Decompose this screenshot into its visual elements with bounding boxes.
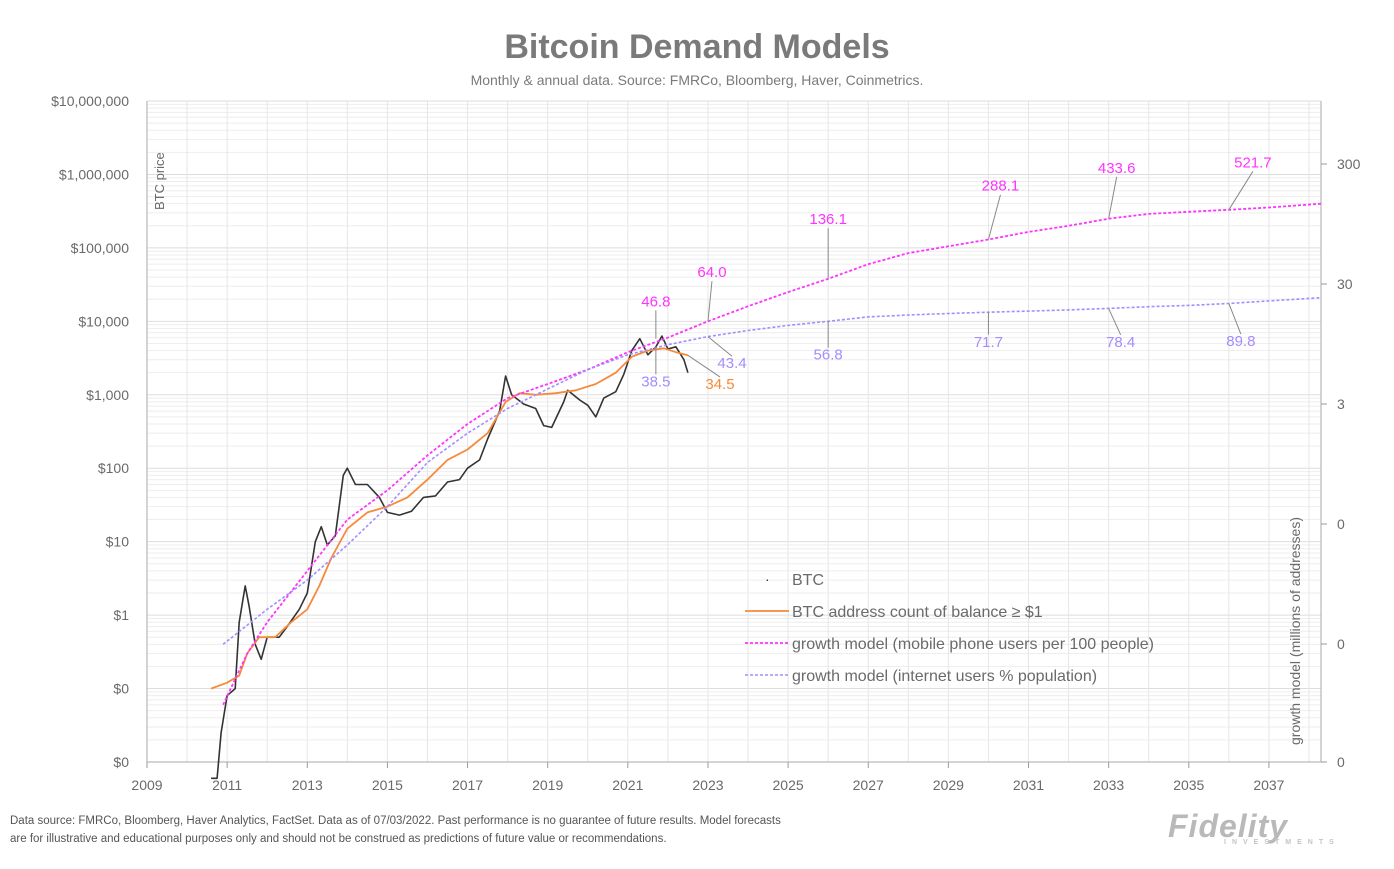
y-left-tick-label: $100,000 <box>71 240 130 256</box>
annotation-label: 56.8 <box>814 347 843 364</box>
x-tick-label: 2021 <box>612 777 643 793</box>
annotation-label: 46.8 <box>641 293 670 310</box>
footnote-line-2: are for illustrative and educational pur… <box>10 833 667 845</box>
y-right-tick-label: 0 <box>1337 754 1345 770</box>
grid <box>146 100 1321 763</box>
legend: · BTC BTC address count of balance ≥ $1 gro… <box>745 571 1154 685</box>
fidelity-logo: Fidelity INVESTMENTS <box>1168 808 1340 846</box>
y-left-tick-label: $10,000 <box>78 313 129 329</box>
y-left-tick-label: $10,000,000 <box>51 93 129 109</box>
annotation-label: 136.1 <box>809 211 847 228</box>
chart-title: Bitcoin Demand Models <box>504 28 890 66</box>
x-tick-label: 2019 <box>532 777 563 793</box>
annotation-leader <box>987 194 1001 240</box>
x-tick-label: 2031 <box>1013 777 1044 793</box>
annotation-label: 288.1 <box>982 178 1020 195</box>
y-left-tick-label: $100 <box>98 460 129 476</box>
internet-growth-model-line <box>222 296 1322 645</box>
address-count-line <box>210 347 689 690</box>
annotation-label: 78.4 <box>1106 334 1135 351</box>
legend-label-internet: growth model (internet users % populatio… <box>792 668 1097 685</box>
x-tick-label: 2033 <box>1093 777 1124 793</box>
footnote: Data source: FMRCo, Bloomberg, Haver Ana… <box>10 812 1090 848</box>
y-left-tick-label: $0 <box>113 681 129 697</box>
btc-price-line <box>211 335 689 780</box>
y-left-tick-label: $1,000 <box>86 387 129 403</box>
x-tick-label: 2027 <box>853 777 884 793</box>
annotation-label: 64.0 <box>697 264 726 281</box>
series <box>210 202 1322 780</box>
x-tick-label: 2009 <box>131 777 162 793</box>
annotation-label: 71.7 <box>974 334 1003 351</box>
y-right-tick-label: 0 <box>1337 516 1345 532</box>
annotation-label: 433.6 <box>1098 160 1136 177</box>
legend-label-address: BTC address count of balance ≥ $1 <box>792 604 1043 621</box>
y-right-tick-label: 300 <box>1337 156 1361 172</box>
y-right-tick-label: 3 <box>1337 396 1345 412</box>
y-right-tick-label: 0 <box>1337 636 1345 652</box>
x-tick-label: 2011 <box>212 777 242 793</box>
x-tick-label: 2025 <box>773 777 804 793</box>
legend-label-mobile: growth model (mobile phone users per 100… <box>792 636 1154 653</box>
x-tick-label: 2015 <box>372 777 403 793</box>
y-left-tick-label: $1,000,000 <box>59 166 129 182</box>
annotation-label: 34.5 <box>705 376 734 393</box>
annotation-leader <box>1228 303 1242 335</box>
x-tick-label: 2029 <box>933 777 964 793</box>
y-left-tick-label: $10 <box>106 534 130 550</box>
annotations: 46.8 64.0 136.1 288.1 433.6 521.7 38.5 43.4 56.8… <box>641 154 1271 393</box>
annotation-leader <box>687 354 721 378</box>
y-right-tick-label: 30 <box>1337 276 1353 292</box>
x-tick-label: 2017 <box>452 777 483 793</box>
x-tick-label: 2035 <box>1173 777 1204 793</box>
annotation-label: 38.5 <box>641 373 670 390</box>
chart-subtitle: Monthly & annual data. Source: FMRCo, Bl… <box>470 72 924 88</box>
annotation-leader <box>707 281 713 322</box>
annotation-label: 89.8 <box>1226 333 1255 350</box>
y-axis-right-label: growth model (millions of addresses) <box>1287 517 1303 745</box>
legend-label-btc: BTC <box>792 572 824 589</box>
logo-subtext: INVESTMENTS <box>1224 839 1340 846</box>
y-axis-left-label: BTC price <box>152 152 167 210</box>
annotation-leader <box>1108 176 1118 219</box>
y-left-tick-label: $0 <box>113 754 129 770</box>
axes: $10,000,000 $1,000,000 $100,000 $10,000 $1,0… <box>51 93 1360 793</box>
mobile-growth-model-line <box>222 202 1322 706</box>
x-tick-label: 2037 <box>1253 777 1284 793</box>
logo-text: Fidelity <box>1168 808 1289 844</box>
x-tick-label: 2013 <box>292 777 323 793</box>
footnote-line-1: Data source: FMRCo, Bloomberg, Haver Ana… <box>10 815 781 827</box>
annotation-leader <box>1228 171 1254 211</box>
y-left-tick-label: $1 <box>113 607 129 623</box>
annotation-leader <box>707 336 733 357</box>
legend-swatch-btc: · <box>765 571 770 587</box>
annotation-leader <box>1108 308 1122 336</box>
annotation-label: 521.7 <box>1234 154 1272 171</box>
annotation-label: 43.4 <box>717 355 746 372</box>
x-tick-label: 2023 <box>692 777 723 793</box>
